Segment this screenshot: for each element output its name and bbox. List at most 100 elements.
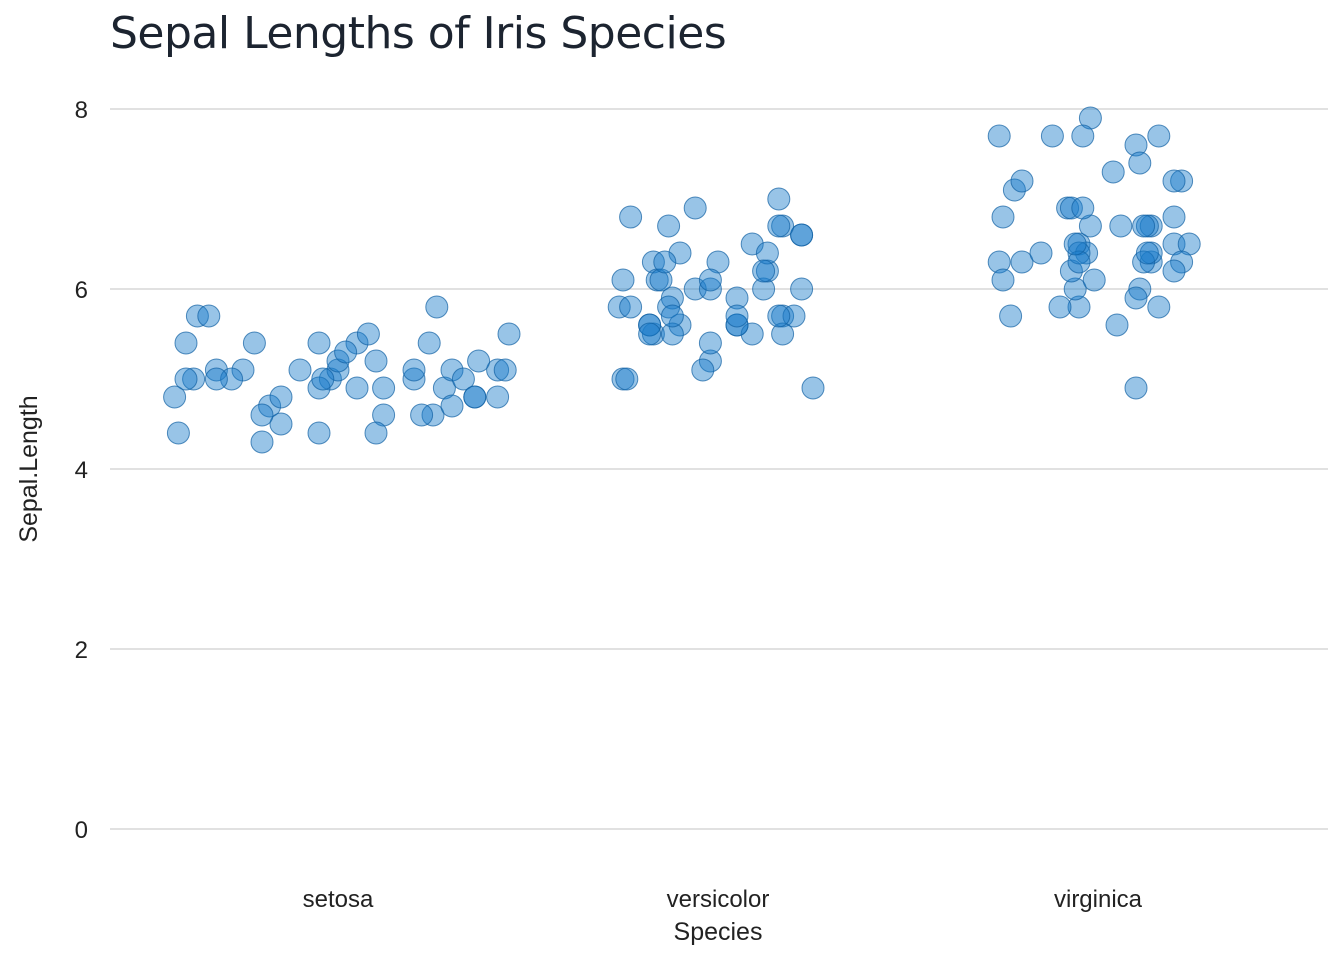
data-point-setosa [307,376,331,400]
data-point-versicolor [740,232,764,256]
x-tick-label-setosa: setosa [303,886,374,913]
data-point-setosa [166,421,190,445]
data-point-virginica [1109,214,1133,238]
data-point-versicolor [619,205,643,229]
data-point-virginica [1170,250,1194,274]
data-point-setosa [364,421,388,445]
data-point-setosa [288,358,312,382]
data-point-setosa [334,340,358,364]
data-point-virginica [1082,268,1106,292]
data-point-virginica [1162,205,1186,229]
data-point-virginica [1128,151,1152,175]
data-point-virginica [987,124,1011,148]
data-point-setosa [307,421,331,445]
data-point-virginica [1067,241,1091,265]
chart-title: Sepal Lengths of Iris Species [110,8,727,59]
data-point-setosa [174,331,198,355]
data-point-versicolor [790,223,814,247]
data-point-virginica [1075,241,1099,265]
data-point-versicolor [706,250,730,274]
y-axis-title: Sepal.Length [15,395,43,542]
data-point-setosa [326,358,350,382]
data-point-versicolor [790,277,814,301]
data-point-setosa [250,403,274,427]
data-point-setosa [318,367,342,391]
data-point-virginica [1132,250,1156,274]
data-point-setosa [231,358,255,382]
data-point-virginica [999,304,1023,328]
data-point-virginica [991,268,1015,292]
data-point-virginica [1063,277,1087,301]
data-point-setosa [417,331,441,355]
data-point-setosa [402,367,426,391]
data-point-virginica [1059,259,1083,283]
data-point-setosa [493,358,517,382]
data-point-virginica [1029,241,1053,265]
data-point-setosa [410,403,434,427]
data-point-virginica [1078,214,1102,238]
y-tick-label-2: 2 [75,637,88,664]
data-point-versicolor [611,268,635,292]
data-point-virginica [1071,124,1095,148]
data-point-setosa [345,376,369,400]
data-point-virginica [991,205,1015,229]
data-point-virginica [1128,277,1152,301]
data-point-virginica [1101,160,1125,184]
data-point-versicolor [771,322,795,346]
data-point-versicolor [752,277,776,301]
data-point-virginica [1170,169,1194,193]
data-point-versicolor [668,313,692,337]
data-point-setosa [497,322,521,346]
data-point-virginica [1124,286,1148,310]
data-point-versicolor [638,322,662,346]
data-point-versicolor [638,313,662,337]
data-point-virginica [1063,232,1087,256]
data-point-versicolor [698,331,722,355]
y-tick-label-6: 6 [75,277,88,304]
data-point-setosa [451,367,475,391]
y-tick-label-0: 0 [75,817,88,844]
data-point-versicolor [619,295,643,319]
data-point-versicolor [755,241,779,265]
data-point-versicolor [801,376,825,400]
data-point-setosa [258,394,282,418]
data-point-virginica [1002,178,1026,202]
data-point-setosa [486,358,510,382]
data-point-versicolor [660,322,684,346]
data-point-versicolor [660,286,684,310]
data-point-virginica [1067,295,1091,319]
data-point-versicolor [740,322,764,346]
data-point-setosa [372,403,396,427]
data-point-virginica [1067,250,1091,274]
gridlines [110,108,1328,830]
data-point-versicolor [752,259,776,283]
data-point-virginica [1147,295,1171,319]
data-point-virginica [1177,232,1201,256]
data-point-setosa [467,349,491,373]
data-point-virginica [1105,313,1129,337]
data-point-setosa [269,412,293,436]
data-point-setosa [345,331,369,355]
x-axis-ticks: setosa versicolor virginica [303,886,1143,913]
data-point-versicolor [683,196,707,220]
data-point-setosa [174,367,198,391]
data-point-setosa [204,367,228,391]
data-point-versicolor [653,250,677,274]
x-tick-label-versicolor: versicolor [667,886,770,913]
data-point-versicolor [725,313,749,337]
data-point-setosa [163,385,187,409]
data-point-setosa [307,331,331,355]
data-point-setosa [326,349,350,373]
data-point-virginica [1139,250,1163,274]
data-point-setosa [197,304,221,328]
data-point-virginica [1071,196,1095,220]
data-point-setosa [250,430,274,454]
data-point-versicolor [767,187,791,211]
y-tick-label-4: 4 [75,457,88,484]
data-point-virginica [1048,295,1072,319]
data-point-virginica [1147,124,1171,148]
data-point-versicolor [649,268,673,292]
data-point-versicolor [725,304,749,328]
data-point-setosa [463,385,487,409]
